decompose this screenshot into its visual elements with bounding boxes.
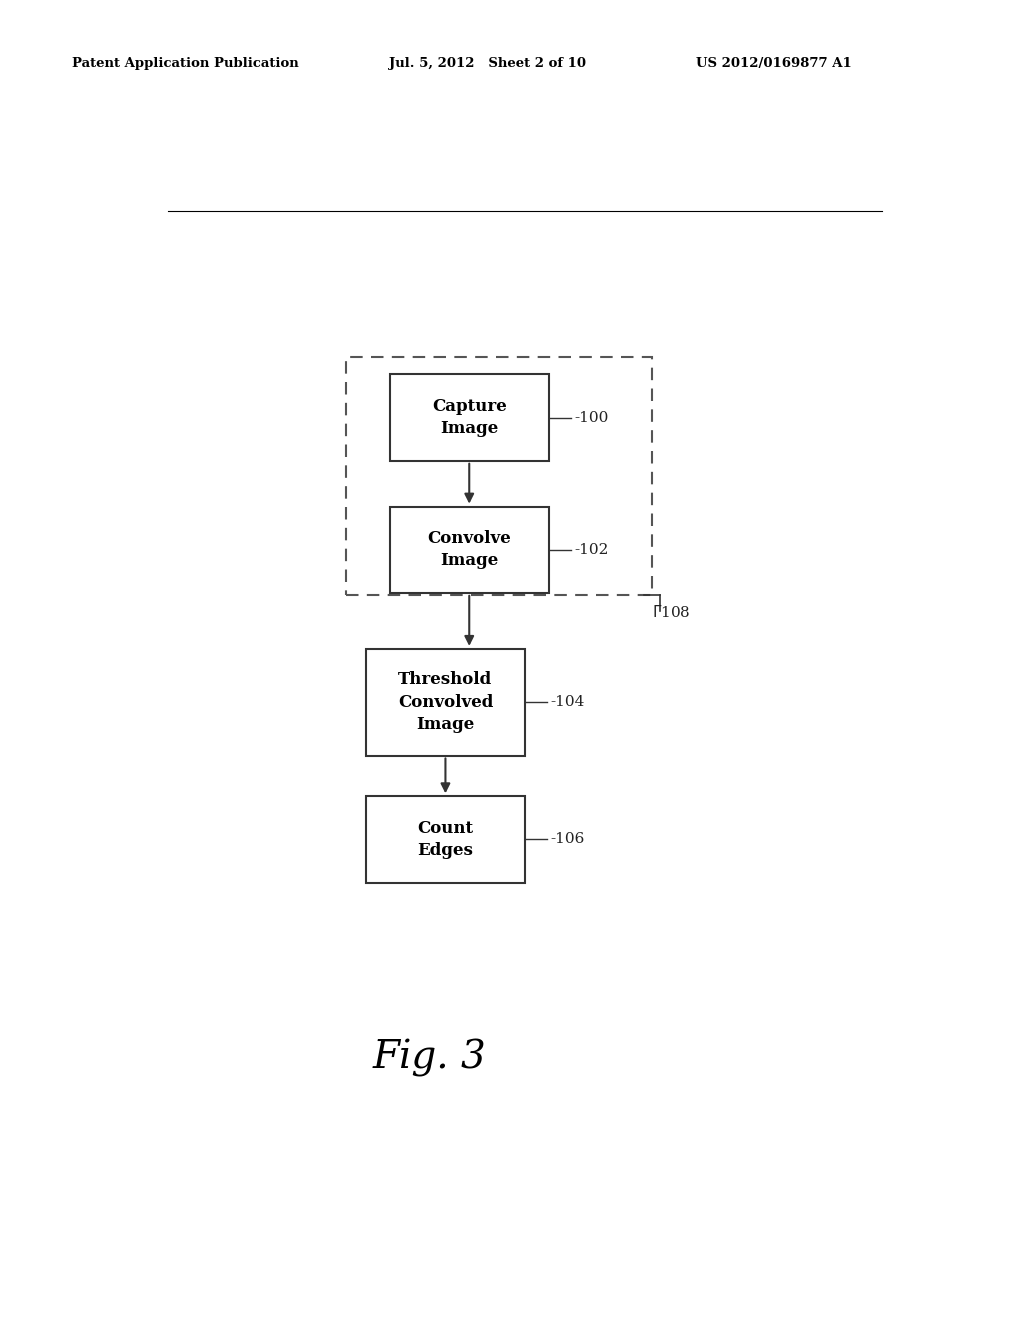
Text: -104: -104 xyxy=(550,696,585,709)
Bar xyxy=(367,796,524,883)
Bar xyxy=(367,649,524,755)
Text: -102: -102 xyxy=(574,543,608,557)
Text: -100: -100 xyxy=(574,411,608,425)
Text: Capture
Image: Capture Image xyxy=(432,399,507,437)
Text: Jul. 5, 2012   Sheet 2 of 10: Jul. 5, 2012 Sheet 2 of 10 xyxy=(389,57,586,70)
Bar xyxy=(346,356,652,595)
Bar xyxy=(390,507,549,593)
Text: Fig. 3: Fig. 3 xyxy=(373,1039,486,1077)
Text: -106: -106 xyxy=(550,833,585,846)
Text: $\mathsf{\Gamma}$108: $\mathsf{\Gamma}$108 xyxy=(652,603,690,619)
Text: Count
Edges: Count Edges xyxy=(418,820,473,859)
Text: Convolve
Image: Convolve Image xyxy=(427,531,511,569)
Text: Threshold
Convolved
Image: Threshold Convolved Image xyxy=(397,672,494,733)
Text: Patent Application Publication: Patent Application Publication xyxy=(72,57,298,70)
Bar xyxy=(390,375,549,461)
Text: US 2012/0169877 A1: US 2012/0169877 A1 xyxy=(696,57,852,70)
